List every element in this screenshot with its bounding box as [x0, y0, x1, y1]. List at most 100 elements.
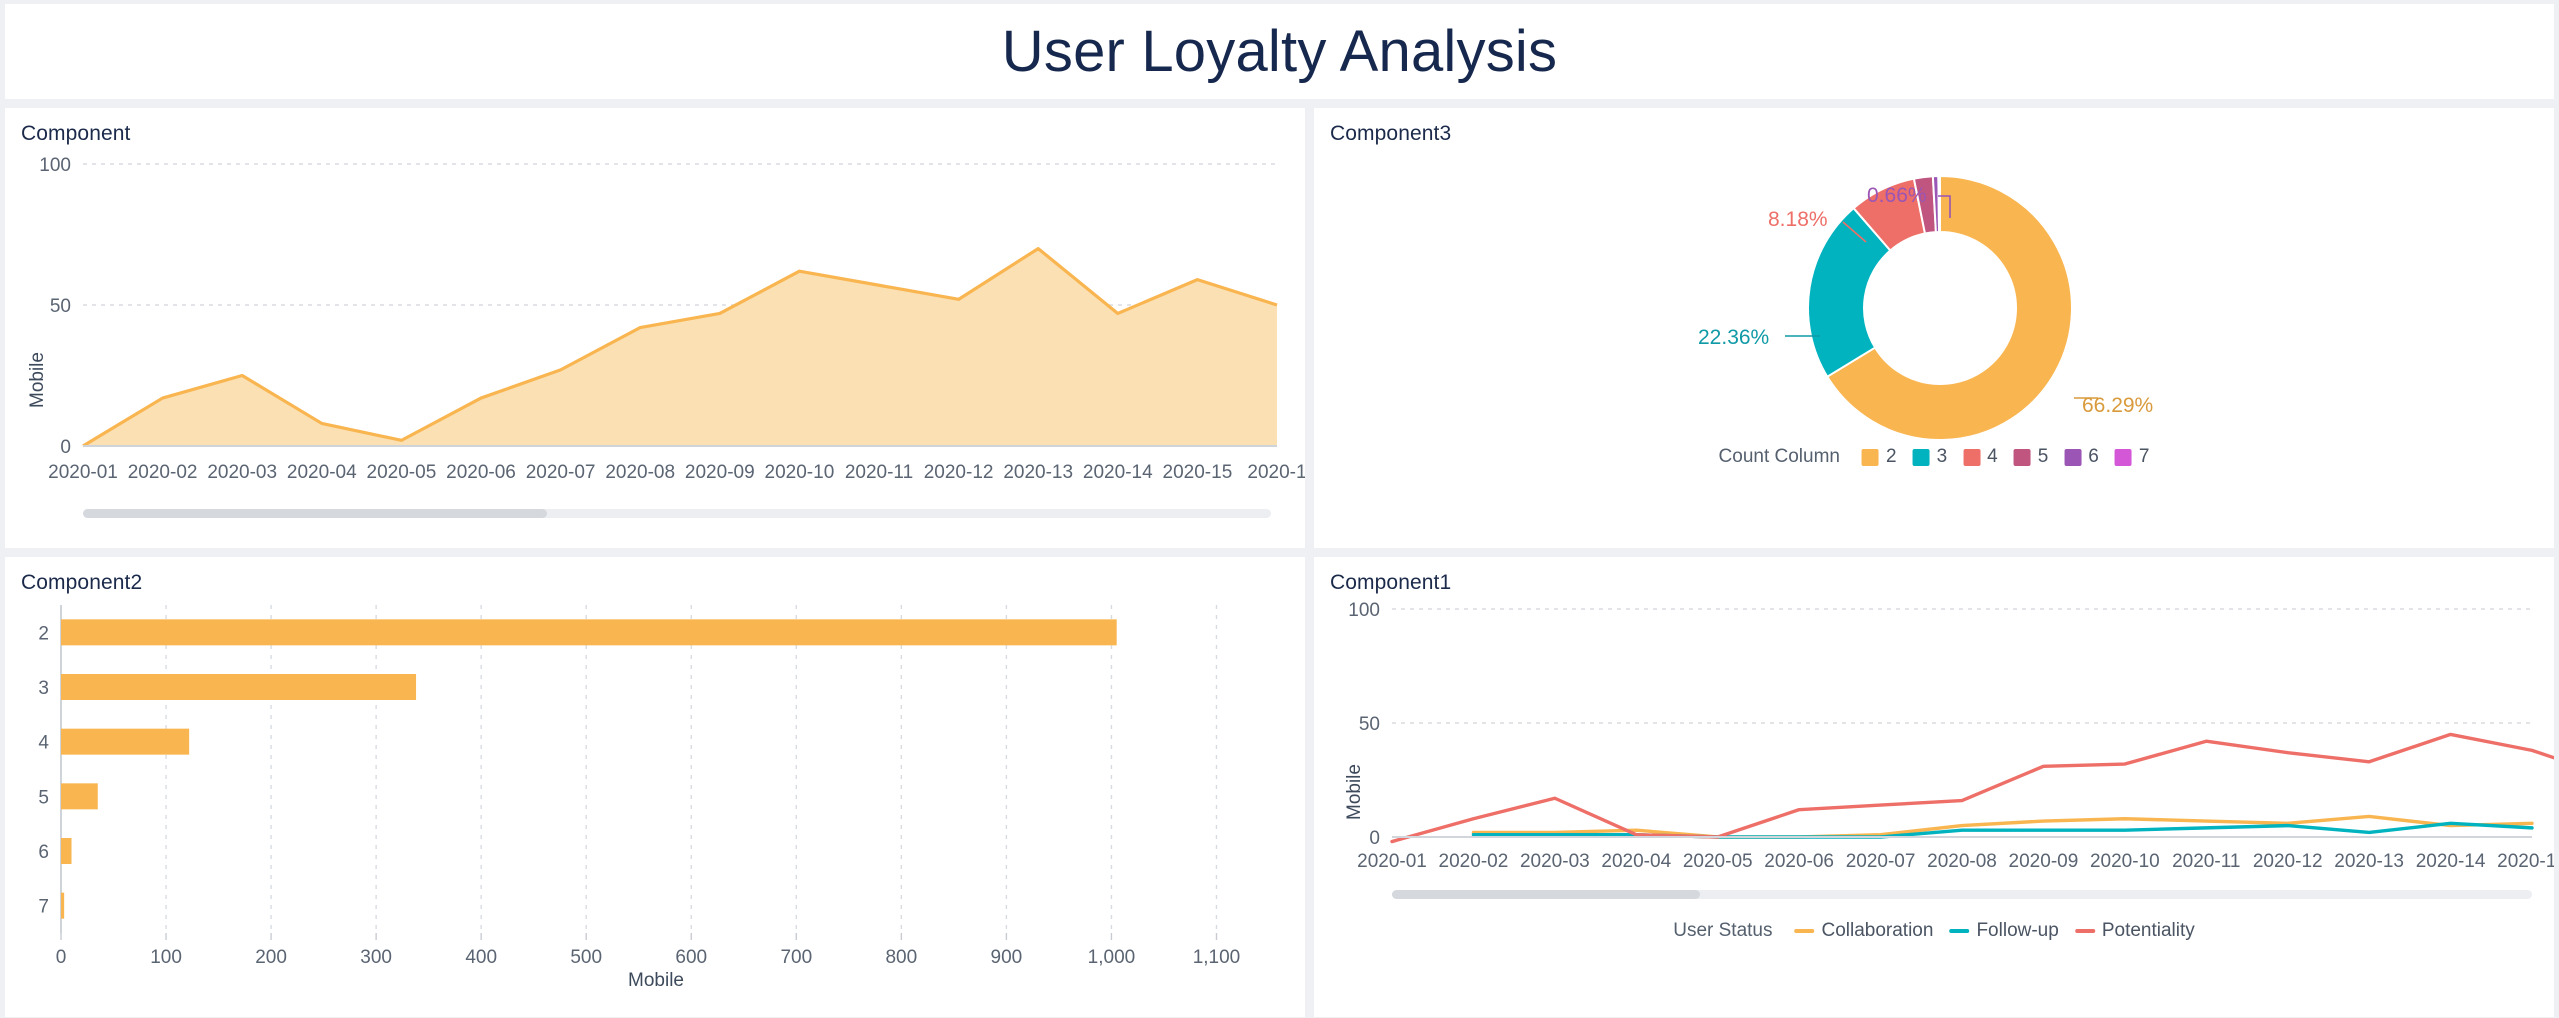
bar-6[interactable]	[61, 838, 72, 864]
bar-4[interactable]	[61, 728, 190, 755]
horizontal-scrollbar-component[interactable]	[83, 509, 1271, 518]
x-tick-6: 2020-07	[1846, 851, 1916, 872]
legend-dash-collaboration-icon	[1794, 929, 1815, 933]
panel-component3: Component3 0.66% 8.18% 22.36% 66.29% Cou…	[1314, 108, 2554, 548]
x-tick-2: 2020-03	[207, 462, 277, 483]
x-tick-13: 2020-14	[2416, 851, 2486, 872]
legend-item-follow-up[interactable]: Follow-up	[1949, 920, 2059, 942]
legend-item-collaboration[interactable]: Collaboration	[1794, 920, 1933, 942]
legend-dash-potentiality-icon	[2074, 929, 2095, 933]
legend-item-3[interactable]: 3	[1912, 446, 1947, 468]
x-tick-11: 2020-12	[924, 462, 994, 483]
x-tick-5: 2020-06	[446, 462, 516, 483]
x-tick-1: 2020-02	[128, 462, 198, 483]
x-tick-11: 2020-12	[2253, 851, 2323, 872]
area-fill	[83, 248, 1277, 446]
donut-label-3: 22.36%	[1698, 326, 1770, 349]
x-tick-11: 1,100	[1193, 947, 1241, 968]
page-title: User Loyalty Analysis	[1001, 18, 1558, 84]
legend-swatch-4-icon	[1963, 448, 1981, 466]
x-tick-1: 2020-02	[1439, 851, 1509, 872]
panel-title-component: Component	[21, 122, 131, 145]
panel-component1: Component1 100 50 0 2020-01 2020-02 2020-03 20…	[1314, 557, 2554, 1017]
donut-chart-svg[interactable]	[1330, 146, 2550, 486]
y-tick-2: 2	[38, 623, 49, 644]
x-tick-4: 400	[465, 947, 497, 968]
x-tick-0: 0	[56, 947, 67, 968]
legend-swatch-3-icon	[1912, 448, 1930, 466]
legend-item-2[interactable]: 2	[1861, 446, 1897, 468]
x-tick-3: 2020-04	[1601, 851, 1671, 872]
x-tick-5: 500	[570, 947, 602, 968]
x-tick-7: 700	[780, 947, 812, 968]
donut-label-6: 0.66%	[1867, 184, 1927, 207]
x-tick-9: 2020-10	[765, 462, 835, 483]
y-tick-100: 100	[39, 155, 71, 176]
legend-label-5: 5	[2037, 446, 2049, 467]
scrollbar-thumb[interactable]	[83, 509, 547, 518]
legend-component3: Count Column 2 3 4 5 6 7	[1719, 446, 2150, 468]
x-tick-3: 2020-04	[287, 462, 357, 483]
legend-label-4: 4	[1987, 446, 1998, 467]
panel-component2: Component2 0 100 200 300 400 500 600 700 800 900 1…	[5, 557, 1305, 1017]
x-tick-14: 2020-15	[1163, 462, 1233, 483]
panel-title-component3: Component3	[1330, 122, 1452, 145]
bar-chart-svg[interactable]: 0 100 200 300 400 500 600 700 800 900 1,000 1,100 2 3…	[21, 595, 1289, 995]
dashboard-row-top: Component 100 50 0 2020-01 2020-02 2020-03 202…	[5, 108, 2554, 548]
x-tick-0: 2020-01	[48, 462, 118, 483]
x-tick-4: 2020-05	[1683, 851, 1753, 872]
bar-3[interactable]	[61, 674, 417, 700]
scrollbar-thumb[interactable]	[1392, 890, 1700, 899]
x-tick-14: 2020-15	[2497, 851, 2554, 872]
x-tick-3: 300	[360, 947, 392, 968]
x-tick-1: 100	[150, 947, 182, 968]
y-tick-7: 7	[38, 897, 49, 918]
donut-slice-3[interactable]	[1807, 206, 1892, 379]
x-tick-6: 600	[675, 947, 707, 968]
x-tick-12: 2020-13	[1003, 462, 1073, 483]
x-tick-7: 2020-08	[605, 462, 675, 483]
legend-swatch-5-icon	[2013, 448, 2031, 466]
legend-item-5[interactable]: 5	[2013, 446, 2049, 468]
legend-label-6: 6	[2088, 446, 2099, 467]
area-chart-component[interactable]: 100 50 0 2020-01 2020-02 2020-03 2020-04 2020-0…	[21, 146, 1305, 536]
line-series-collaboration[interactable]	[1471, 814, 2534, 839]
legend-component1: User Status Collaboration Follow-up Pote…	[1673, 920, 2195, 942]
bar-5[interactable]	[61, 783, 98, 810]
line-chart-component1[interactable]: 100 50 0 2020-01 2020-02 2020-03 2020-04 2020-0…	[1330, 595, 2554, 945]
legend-label-7: 7	[2138, 446, 2150, 467]
horizontal-scrollbar-component1[interactable]	[1392, 890, 2532, 899]
x-tick-15: 2020-1	[1247, 462, 1305, 483]
x-tick-6: 2020-07	[526, 462, 596, 483]
bar-chart-component2[interactable]: 0 100 200 300 400 500 600 700 800 900 1,000 1,100 2 3…	[21, 595, 1289, 995]
legend-swatch-7-icon	[2114, 448, 2132, 466]
x-tick-13: 2020-14	[1083, 462, 1153, 483]
legend-label-2: 2	[1885, 446, 1897, 467]
y-tick-100: 100	[1348, 600, 1380, 621]
dashboard-row-bottom: Component2 0 100 200 300 400 500 600 700 800 900 1…	[5, 557, 2554, 1017]
legend-swatch-6-icon	[2064, 448, 2082, 466]
bar-2[interactable]	[61, 619, 1117, 646]
x-tick-9: 2020-10	[2090, 851, 2160, 872]
legend-item-7[interactable]: 7	[2114, 446, 2150, 468]
legend-item-4[interactable]: 4	[1963, 446, 1998, 468]
x-tick-8: 2020-09	[685, 462, 755, 483]
donut-slice-7[interactable]	[1937, 174, 1941, 234]
x-tick-10: 2020-11	[2172, 851, 2240, 872]
legend-item-6[interactable]: 6	[2064, 446, 2099, 468]
y-tick-0: 0	[60, 437, 71, 458]
line-series-potentiality[interactable]	[1390, 732, 2554, 844]
x-tick-2: 200	[255, 947, 287, 968]
legend-item-potentiality[interactable]: Potentiality	[2074, 920, 2195, 942]
legend-label-potentiality: Potentiality	[2101, 920, 2195, 941]
donut-slice-2[interactable]	[1825, 174, 2073, 441]
y-tick-4: 4	[38, 733, 49, 754]
y-tick-50: 50	[50, 296, 71, 317]
bar-7[interactable]	[61, 892, 65, 919]
area-chart-svg[interactable]: 100 50 0 2020-01 2020-02 2020-03 2020-04 2020-0…	[21, 146, 1305, 536]
donut-chart-component3[interactable]: 0.66% 8.18% 22.36% 66.29% Count Column 2…	[1330, 146, 2538, 486]
y-tick-3: 3	[38, 678, 49, 699]
y-axis-title-component1: Mobile	[1344, 764, 1365, 820]
